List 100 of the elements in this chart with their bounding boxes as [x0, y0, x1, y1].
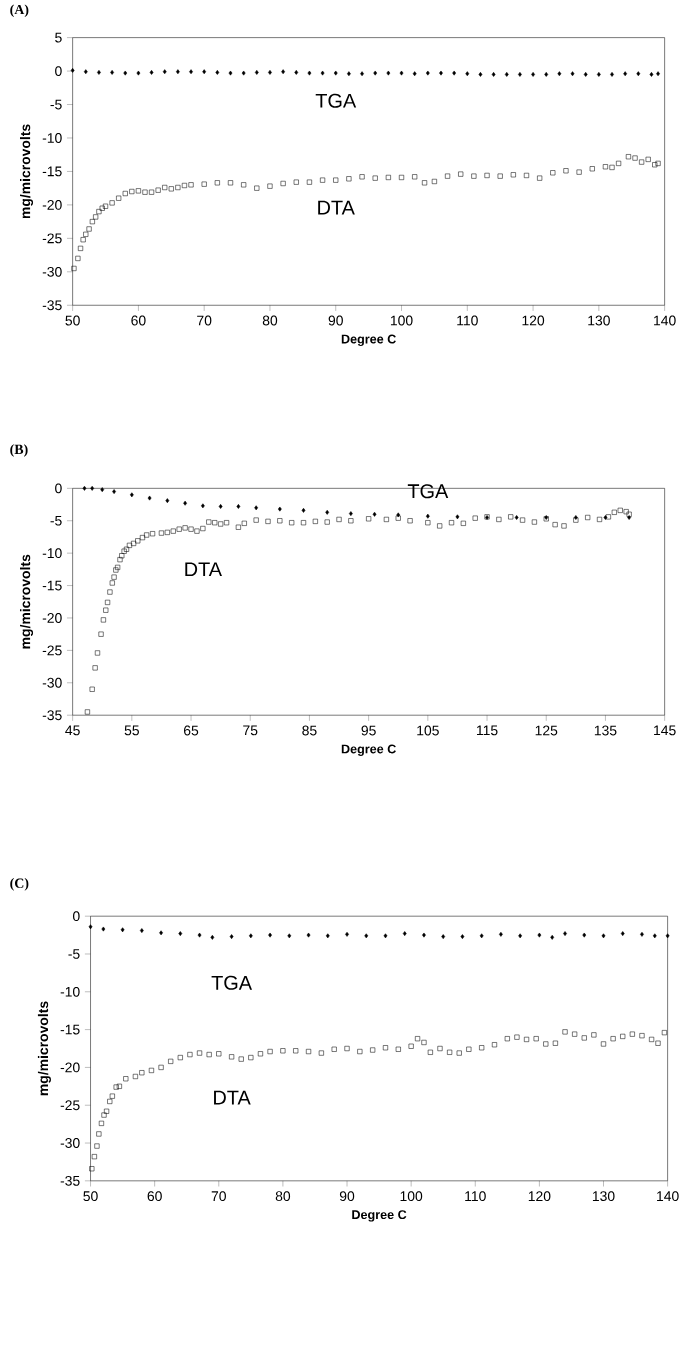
chart-title: (B) [10, 444, 28, 457]
series-label: DTA [318, 200, 356, 215]
series-label: DTA [214, 1090, 251, 1105]
y-tick-label: -35 [42, 710, 62, 721]
x-tick-label: 70 [211, 1191, 227, 1202]
point [325, 509, 330, 515]
point [278, 506, 282, 512]
point [101, 926, 106, 932]
x-tick-label: 60 [147, 1191, 163, 1202]
x-tick-label: 50 [65, 315, 80, 326]
x-tick-label: 85 [302, 725, 317, 736]
y-tick-label: -15 [42, 580, 62, 591]
point [218, 504, 223, 509]
y-tick-label: -5 [50, 515, 62, 526]
series-label: TGA [408, 484, 449, 499]
point [426, 513, 430, 519]
x-tick-label: 90 [328, 315, 344, 326]
x-axis-title: Degree C [342, 744, 397, 756]
point [349, 511, 353, 516]
point [88, 924, 93, 930]
x-tick-label: 55 [124, 725, 140, 736]
x-tick-label: 90 [340, 1191, 355, 1202]
point [210, 934, 215, 940]
y-tick-label: 0 [55, 66, 62, 77]
x-tick-label: 50 [83, 1191, 98, 1202]
x-tick-label: 95 [361, 725, 376, 736]
point [455, 514, 460, 520]
y-tick-label: -30 [42, 677, 62, 688]
x-tick-label: 75 [243, 725, 258, 736]
point [441, 934, 446, 939]
point [665, 933, 670, 939]
y-tick-label: -20 [42, 613, 62, 623]
x-tick-label: 140 [654, 315, 676, 326]
y-tick-label: 0 [55, 483, 62, 494]
x-tick-label: 60 [131, 315, 146, 326]
x-tick-label: 65 [184, 725, 199, 736]
point [82, 485, 87, 491]
point [345, 931, 350, 937]
y-axis-title: mg/microvolts [38, 1001, 52, 1096]
x-tick-label: 140 [657, 1191, 679, 1202]
point [640, 931, 644, 937]
y-tick-label: -15 [60, 1024, 80, 1035]
point [601, 933, 606, 939]
x-axis-title: Degree C [341, 334, 397, 347]
y-tick-label: -10 [60, 986, 80, 997]
point [120, 927, 125, 933]
point [537, 932, 542, 938]
x-tick-label: 45 [65, 725, 80, 736]
x-tick-label: 100 [391, 315, 413, 326]
y-tick-label: -20 [60, 1062, 80, 1073]
y-tick-label: -10 [42, 133, 62, 143]
point [422, 932, 426, 938]
y-tick-label: 0 [73, 911, 80, 922]
point [479, 933, 484, 939]
point [364, 933, 369, 939]
point [582, 932, 587, 938]
y-tick-label: -5 [50, 99, 62, 110]
y-tick-label: -25 [42, 645, 62, 656]
point [460, 934, 465, 939]
y-axis-title: mg/microvolts [20, 124, 34, 219]
point [236, 504, 241, 509]
x-tick-label: 110 [457, 315, 479, 326]
point [140, 928, 144, 933]
x-axis-title: Degree C [352, 1210, 407, 1222]
point [621, 931, 625, 936]
x-tick-label: 130 [593, 1191, 615, 1202]
y-tick-label: -25 [42, 233, 62, 244]
x-tick-label: 80 [262, 315, 278, 326]
point [383, 933, 388, 939]
y-tick-label: -20 [42, 199, 62, 210]
y-tick-label: -35 [42, 300, 62, 311]
series-label: TGA [211, 975, 253, 990]
point [197, 932, 202, 938]
series-label: TGA [315, 93, 357, 108]
point [514, 515, 519, 520]
point [201, 503, 205, 509]
point [147, 495, 152, 501]
x-tick-label: 70 [197, 315, 212, 326]
point [159, 930, 164, 936]
point [178, 931, 183, 936]
point [372, 511, 377, 517]
point [112, 489, 117, 494]
y-tick-label: -35 [60, 1175, 80, 1186]
x-tick-label: 110 [465, 1191, 486, 1202]
point [653, 933, 657, 939]
series-label: DTA [185, 562, 223, 577]
point [100, 487, 105, 493]
x-tick-label: 120 [528, 1191, 551, 1202]
point [301, 507, 306, 513]
y-tick-label: -30 [42, 266, 62, 277]
y-tick-label: 5 [55, 32, 62, 43]
x-tick-label: 135 [595, 725, 617, 736]
x-tick-label: 80 [275, 1191, 291, 1202]
point [229, 934, 234, 939]
point [268, 932, 273, 938]
point [550, 934, 555, 940]
x-tick-label: 130 [588, 315, 611, 326]
point [326, 933, 330, 939]
point [249, 933, 253, 939]
point [130, 492, 134, 498]
